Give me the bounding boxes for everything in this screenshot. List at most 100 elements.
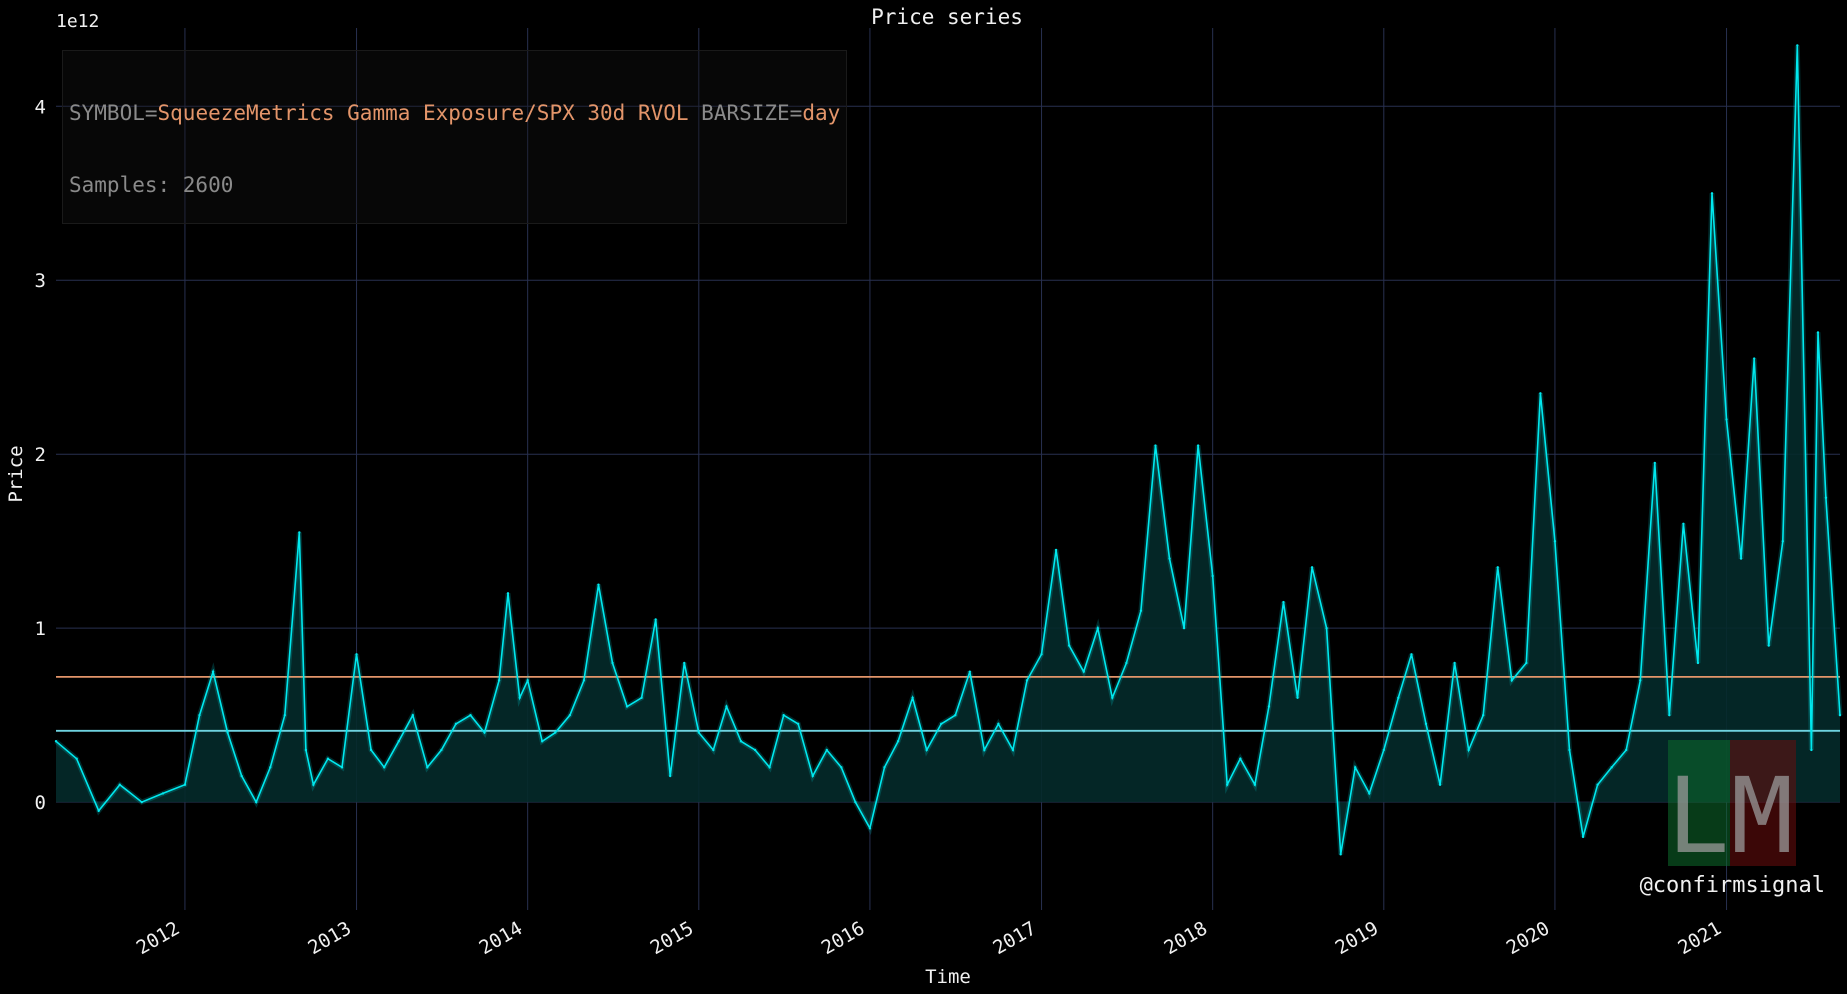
data-point xyxy=(1639,679,1642,682)
data-point xyxy=(1082,670,1085,673)
data-point xyxy=(768,766,771,769)
data-point xyxy=(1096,626,1099,630)
data-point xyxy=(625,705,629,708)
data-point xyxy=(1067,644,1071,647)
data-point xyxy=(326,757,330,760)
data-point xyxy=(483,731,486,734)
data-point xyxy=(654,618,657,621)
data-point xyxy=(782,713,785,717)
data-point xyxy=(1282,600,1285,604)
data-point xyxy=(1182,626,1186,630)
data-point xyxy=(1496,566,1499,569)
barsize-value: day xyxy=(802,101,841,125)
data-point xyxy=(1453,661,1456,665)
data-point xyxy=(811,774,814,778)
data-point xyxy=(554,731,557,734)
data-point xyxy=(1296,696,1299,699)
data-point xyxy=(1253,783,1257,786)
data-point xyxy=(1154,444,1157,447)
data-point xyxy=(1382,748,1386,752)
data-point xyxy=(226,731,229,734)
data-point xyxy=(1368,792,1371,795)
data-point xyxy=(1025,679,1029,682)
data-point xyxy=(1325,626,1328,630)
data-point xyxy=(1668,713,1671,717)
symbol-value: SqueezeMetrics Gamma Exposure/SPX 30d RV… xyxy=(157,101,689,125)
data-point xyxy=(1838,713,1842,717)
data-point xyxy=(697,731,701,734)
data-point xyxy=(1438,783,1442,786)
data-point xyxy=(640,696,643,699)
logo-letter-m: M xyxy=(1731,755,1794,866)
data-point xyxy=(355,653,358,656)
data-point xyxy=(1054,548,1058,552)
data-point xyxy=(1696,661,1700,665)
data-point xyxy=(340,766,344,769)
y-tick-label: 1 xyxy=(35,618,46,640)
logo-letter-l: L xyxy=(1668,755,1729,866)
data-point xyxy=(426,766,429,769)
data-point xyxy=(397,740,400,743)
data-point xyxy=(1752,357,1756,360)
data-point xyxy=(1824,496,1828,499)
data-point xyxy=(1239,757,1242,760)
data-point xyxy=(1568,748,1571,752)
data-point xyxy=(411,713,414,717)
data-point xyxy=(1267,705,1271,708)
y-offset-label: 1e12 xyxy=(56,11,99,32)
data-point xyxy=(1482,713,1485,717)
y-tick-label: 3 xyxy=(35,270,46,292)
data-point xyxy=(1796,44,1799,47)
data-point xyxy=(1710,192,1714,195)
info-box: SYMBOL=SqueezeMetrics Gamma Exposure/SPX… xyxy=(62,50,848,224)
y-axis-label: Price xyxy=(5,445,27,502)
data-point xyxy=(97,809,100,813)
data-point xyxy=(75,757,78,760)
data-point xyxy=(1196,444,1200,447)
data-point xyxy=(1739,557,1743,560)
data-point xyxy=(269,766,272,769)
data-point xyxy=(1139,609,1143,612)
data-point xyxy=(840,766,843,769)
price-series xyxy=(54,44,1843,856)
data-point xyxy=(1816,331,1820,334)
data-point xyxy=(582,679,586,682)
data-point xyxy=(1682,522,1685,525)
data-point xyxy=(382,766,386,769)
y-tick-label: 2 xyxy=(35,444,46,466)
data-point xyxy=(1040,653,1043,656)
data-point xyxy=(1625,748,1628,752)
data-point xyxy=(940,722,943,726)
data-point xyxy=(506,592,510,595)
data-point xyxy=(312,783,315,786)
data-point xyxy=(683,661,686,665)
data-point xyxy=(526,679,529,682)
data-point xyxy=(797,722,800,726)
data-point xyxy=(440,748,443,752)
data-point xyxy=(1525,661,1528,665)
data-point xyxy=(497,679,501,682)
data-point xyxy=(1596,783,1599,786)
data-point xyxy=(1653,461,1657,465)
y-tick-label: 4 xyxy=(35,96,46,118)
data-point xyxy=(968,670,972,673)
data-point xyxy=(298,531,301,534)
data-point xyxy=(283,713,287,717)
data-point xyxy=(725,705,728,708)
data-point xyxy=(183,783,187,786)
data-point xyxy=(1211,574,1214,578)
data-point xyxy=(997,722,1000,726)
data-point xyxy=(753,748,757,752)
symbol-key: SYMBOL= xyxy=(69,101,158,125)
data-point xyxy=(1310,566,1314,569)
series-line xyxy=(55,45,1841,855)
data-point xyxy=(712,748,715,752)
samples-label: Samples: 2600 xyxy=(69,173,234,197)
data-point xyxy=(1725,418,1728,421)
data-point xyxy=(255,800,258,804)
data-point xyxy=(1424,722,1428,726)
data-point xyxy=(854,800,857,804)
data-point xyxy=(54,740,58,743)
data-point xyxy=(925,748,928,752)
